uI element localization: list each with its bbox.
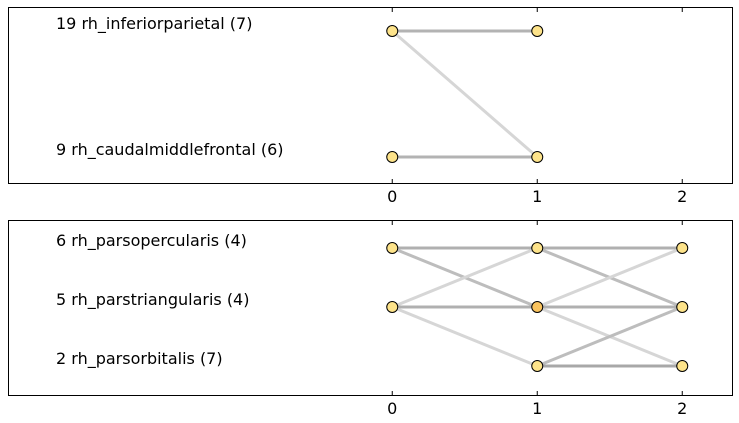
edge-11 [535,305,684,368]
node-4 [386,301,399,313]
node-3 [676,242,689,254]
panel-1: 19 rh_inferiorparietal (7) 9 rh_caudalmid… [8,7,733,206]
node-8 [676,360,689,372]
edge-8 [535,246,684,309]
x-tick-label: 2 [677,399,687,418]
x-tick-label: 0 [387,187,397,206]
node-7 [531,360,544,372]
x-tick-label: 1 [532,399,542,418]
edge-2 [390,29,539,159]
node-5 [531,301,544,313]
edge-5 [390,305,539,368]
node-2 [531,242,544,254]
node-6 [676,301,689,313]
row-label: 9 rh_caudalmiddlefrontal (6) [56,140,284,160]
node-1 [386,25,399,37]
row-label: 19 rh_inferiorparietal (7) [56,14,252,34]
edge-3 [390,246,539,309]
x-tick-label: 1 [532,187,542,206]
row-label: 2 rh_parsorbitalis (7) [56,349,223,369]
panel-frame [8,7,733,184]
panel-frame [8,220,733,396]
row-label: 5 rh_parstriangularis (4) [56,290,249,310]
x-tick-label: 2 [677,187,687,206]
node-3 [386,151,399,163]
node-4 [531,151,544,163]
panel-2: 6 rh_parsopercularis (4) 5 rh_parstriangu… [8,220,733,418]
row-label: 6 rh_parsopercularis (4) [56,231,247,251]
x-tick-label: 0 [387,399,397,418]
node-1 [386,242,399,254]
node-2 [531,25,544,37]
